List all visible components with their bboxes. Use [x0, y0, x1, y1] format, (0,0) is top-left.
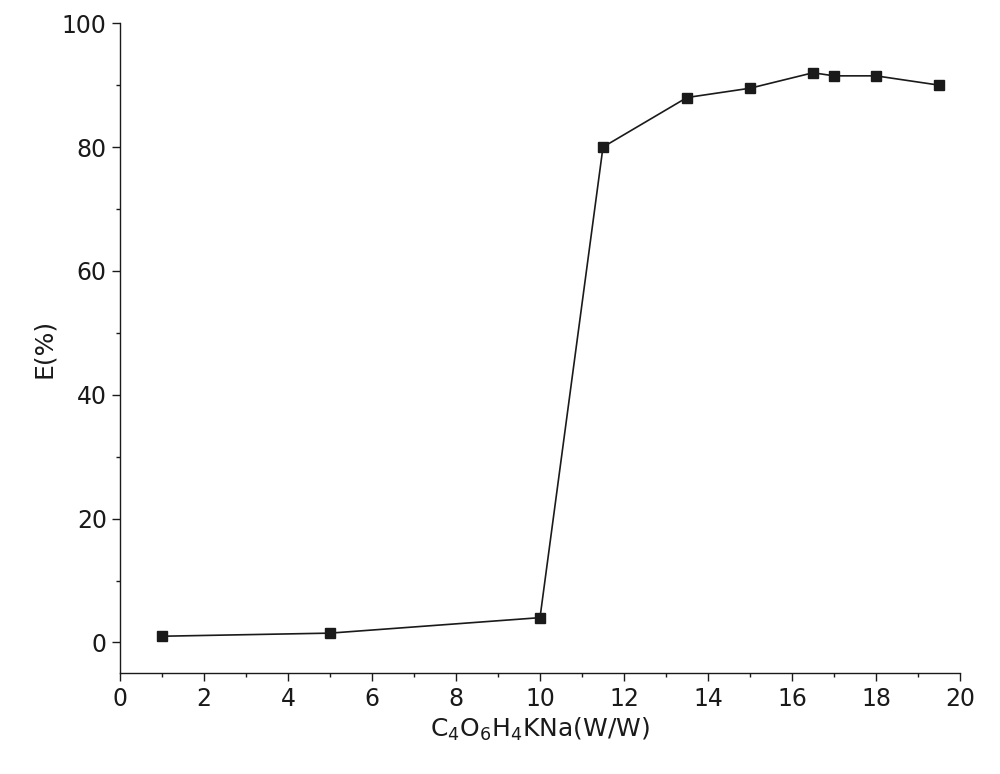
Y-axis label: E(%): E(%) — [32, 319, 56, 378]
X-axis label: C$_4$O$_6$H$_4$KNa(W/W): C$_4$O$_6$H$_4$KNa(W/W) — [430, 716, 650, 743]
